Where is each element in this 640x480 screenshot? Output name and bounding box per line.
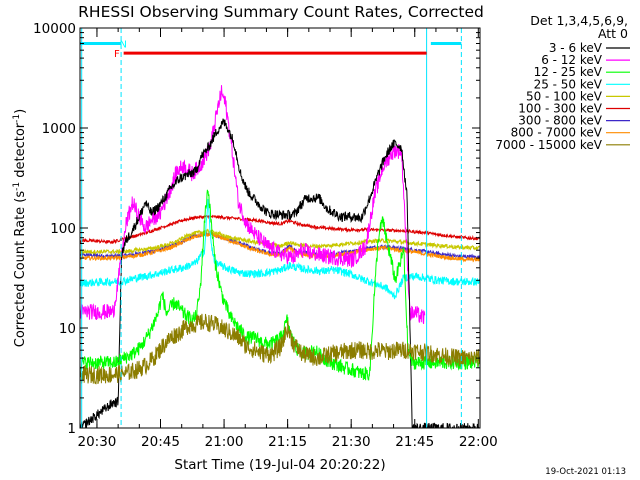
legend-label-1: 3 - 6 keV — [549, 41, 603, 55]
y-tick-label-10: 10 — [59, 321, 76, 337]
legend-label-3: 12 - 25 keV — [534, 65, 603, 79]
y-axis-label-sup2: -1 — [12, 114, 22, 123]
legend-label-9: 7000 - 15000 keV — [495, 138, 602, 152]
x-tick-label-21:45: 21:45 — [395, 434, 434, 450]
legend-header-line-1: Det 1,3,4,5,6,9, — [530, 13, 628, 28]
series-line-6 — [80, 214, 480, 245]
x-tick-label-21:15: 21:15 — [268, 434, 307, 450]
y-tick-label-1000: 1000 — [42, 121, 76, 137]
x-tick-label-20:30: 20:30 — [77, 434, 116, 450]
series-line-9 — [80, 313, 480, 385]
series-line-2 — [80, 85, 426, 325]
legend-label-5: 50 - 100 keV — [526, 89, 603, 103]
x-tick-label-20:45: 20:45 — [141, 434, 180, 450]
x-axis-label: Start Time (19-Jul-04 20:20:22) — [174, 457, 385, 473]
legend-label-8: 800 - 7000 keV — [511, 126, 603, 140]
y-tick-label-100: 100 — [50, 221, 76, 237]
series-line-4 — [80, 198, 480, 300]
legend-label-6: 100 - 300 keV — [518, 102, 602, 116]
axis-layer: 1 10 100 1000 10000 20:30 20:45 21:00 21:15 21:30… — [33, 21, 498, 450]
y-axis-label-main: Corrected Count Rate (s — [13, 191, 28, 348]
legend-label-2: 6 - 12 keV — [541, 53, 603, 67]
x-tick-label-22:00: 22:00 — [459, 434, 498, 450]
y-axis-label: Corrected Count Rate (s-1 detector-1) — [12, 109, 28, 347]
x-tick-label-21:00: 21:00 — [205, 434, 244, 450]
series-layer — [80, 85, 480, 428]
y-tick-label-10000: 10000 — [33, 21, 76, 37]
series-line-5 — [80, 228, 480, 256]
annotation-F: F — [114, 49, 120, 60]
y-axis-label-mid: detector — [13, 122, 28, 182]
y-axis-label-end: ) — [13, 109, 28, 114]
series-line-1 — [80, 118, 480, 428]
annotation-N: N — [119, 39, 126, 50]
y-axis-label-sup1: -1 — [12, 182, 22, 191]
chart-title: RHESSI Observing Summary Count Rates, Co… — [78, 3, 484, 21]
legend-label-4: 25 - 50 keV — [534, 77, 603, 91]
y-tick-label-1: 1 — [67, 421, 76, 437]
legend-header-line-2: Att 0 — [598, 26, 628, 41]
legend-label-7: 300 - 800 keV — [518, 114, 602, 128]
x-tick-label-21:30: 21:30 — [332, 434, 371, 450]
footer-date: 19-Oct-2021 01:13 — [545, 467, 626, 477]
